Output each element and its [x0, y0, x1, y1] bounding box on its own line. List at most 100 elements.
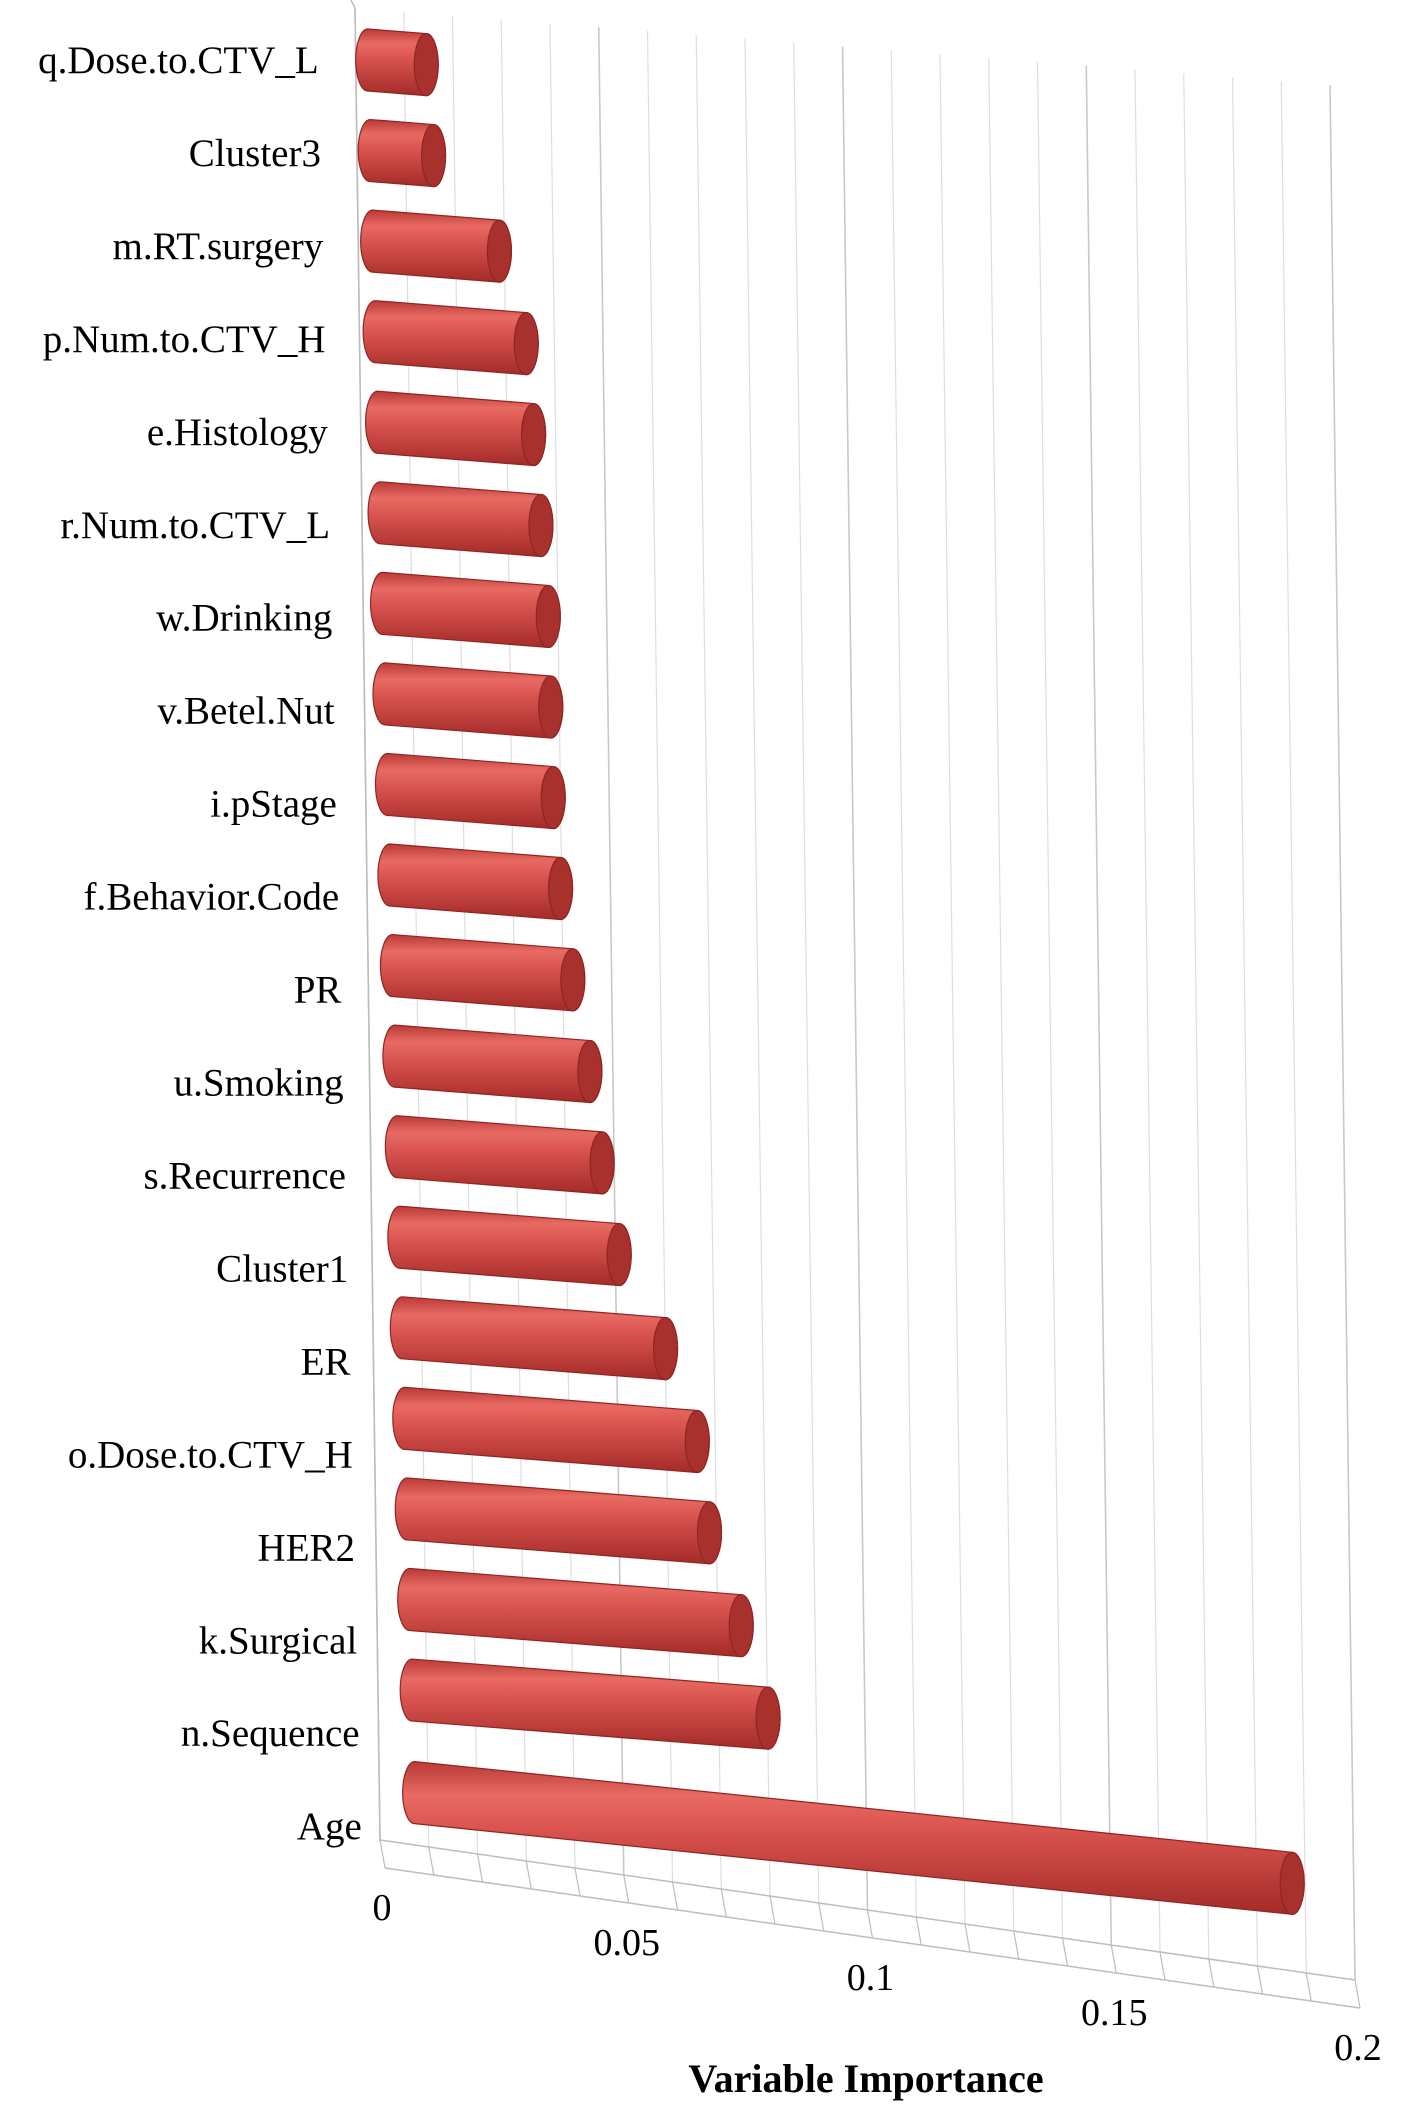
bar-end-cap: [1279, 1851, 1305, 1915]
bar-end-cap: [547, 856, 574, 921]
x-tick-labels: 0 0.05 0.1 0.15 0.2: [373, 1887, 1382, 2069]
bar: [365, 390, 547, 467]
floor-front-edge: [384, 1867, 1361, 2009]
gridline-floor: [866, 1909, 874, 1939]
bar: [374, 752, 566, 830]
gridline-floor: [769, 1895, 776, 1925]
gridline-floor: [1013, 1930, 1020, 1960]
bar: [397, 1567, 754, 1658]
bar-body: [397, 1567, 754, 1658]
left-wall-top: [350, 0, 356, 9]
gridline-floor: [915, 1916, 922, 1946]
bar-body: [374, 752, 566, 830]
bar-end-cap: [513, 312, 539, 376]
bar: [377, 843, 574, 921]
x-tick-label: 0.1: [847, 1957, 895, 1999]
bar: [392, 1386, 710, 1474]
bar-body: [382, 1024, 603, 1104]
bar: [355, 28, 439, 97]
gridline-vertical: [793, 42, 820, 1904]
gridline-vertical: [1036, 61, 1064, 1939]
category-label: v.Betel.Nut: [157, 690, 334, 733]
category-label: Cluster1: [216, 1247, 348, 1290]
gridline-vertical: [1280, 81, 1307, 1974]
bars-layer: [355, 28, 1305, 1915]
bar-end-cap: [538, 675, 564, 739]
category-label: m.RT.surgery: [113, 225, 324, 268]
bar-end-cap: [589, 1131, 615, 1195]
gridline-floor: [671, 1881, 679, 1911]
bar-body: [369, 571, 561, 649]
category-labels: q.Dose.to.CTV_L Cluster3 m.RT.surgery p.Num…: [38, 39, 362, 1848]
category-label: ER: [301, 1340, 351, 1383]
bar: [372, 662, 564, 739]
bar: [382, 1024, 603, 1104]
gridline-vertical: [939, 54, 966, 1925]
gridline-vertical: [695, 34, 722, 1890]
bar: [399, 1658, 781, 1750]
bar-body: [362, 300, 539, 376]
bar: [384, 1115, 615, 1195]
gridline-floor: [1305, 1972, 1312, 2002]
bar-end-cap: [652, 1317, 679, 1381]
bar-end-cap: [413, 33, 439, 97]
x-tick-label: 0.05: [594, 1922, 661, 1964]
grid-layer: [350, 0, 1361, 2009]
x-tick-label: 0.2: [1334, 2027, 1382, 2069]
gridline-floor: [1110, 1944, 1117, 1974]
gridline-floor: [623, 1874, 630, 1904]
x-tick-label: 0.15: [1081, 1992, 1148, 2034]
bar: [360, 209, 513, 283]
bar-body: [399, 1658, 781, 1750]
gridline-vertical: [744, 38, 771, 1897]
category-label: Age: [297, 1805, 362, 1848]
category-label: f.Behavior.Code: [84, 876, 340, 919]
bar: [389, 1296, 679, 1381]
gridline-vertical: [646, 31, 674, 1883]
category-label: w.Drinking: [156, 597, 332, 640]
gridline-floor: [964, 1923, 971, 1953]
gridline-floor: [574, 1867, 581, 1897]
category-label: o.Dose.to.CTV_H: [68, 1433, 353, 1476]
bar: [402, 1760, 1305, 1915]
bar-end-cap: [528, 493, 554, 558]
bar-body: [379, 933, 586, 1012]
gridline-vertical: [597, 27, 625, 1876]
gridline-floor: [1256, 1965, 1264, 1995]
category-label: s.Recurrence: [143, 1154, 345, 1197]
gridline-floor: [428, 1846, 435, 1876]
category-label: q.Dose.to.CTV_L: [38, 39, 319, 82]
gridline-vertical: [549, 23, 576, 1869]
x-axis-label: Variable Importance: [688, 2056, 1043, 2101]
bar: [369, 571, 561, 649]
bar-body: [365, 390, 547, 467]
category-label: u.Smoking: [174, 1062, 344, 1105]
bar-body: [387, 1205, 632, 1287]
category-label: HER2: [258, 1526, 356, 1569]
bar-end-cap: [540, 765, 566, 830]
bar-end-cap: [560, 948, 586, 1012]
category-label: i.pStage: [210, 783, 337, 826]
bar: [367, 481, 554, 558]
category-label: p.Num.to.CTV_H: [43, 318, 326, 361]
gridline-floor: [1061, 1937, 1069, 1967]
bar: [387, 1205, 632, 1287]
gridline-floor: [1354, 1979, 1361, 2009]
bar-end-cap: [696, 1501, 723, 1565]
category-label: k.Surgical: [199, 1619, 358, 1662]
bar-body: [402, 1760, 1305, 1915]
x-tick-label: 0: [373, 1887, 392, 1929]
bar-body: [377, 843, 574, 921]
gridline-vertical: [1134, 69, 1161, 1953]
bar-body: [392, 1386, 710, 1474]
bar-body: [367, 481, 554, 558]
bar: [357, 118, 447, 188]
left-wall-edge: [354, 7, 381, 1841]
gridline-vertical: [1183, 73, 1210, 1960]
bar-end-cap: [577, 1039, 603, 1104]
category-label: e.Histology: [147, 411, 328, 454]
category-label: Cluster3: [189, 132, 321, 175]
gridline-vertical: [841, 46, 869, 1911]
bar-end-cap: [520, 402, 547, 467]
